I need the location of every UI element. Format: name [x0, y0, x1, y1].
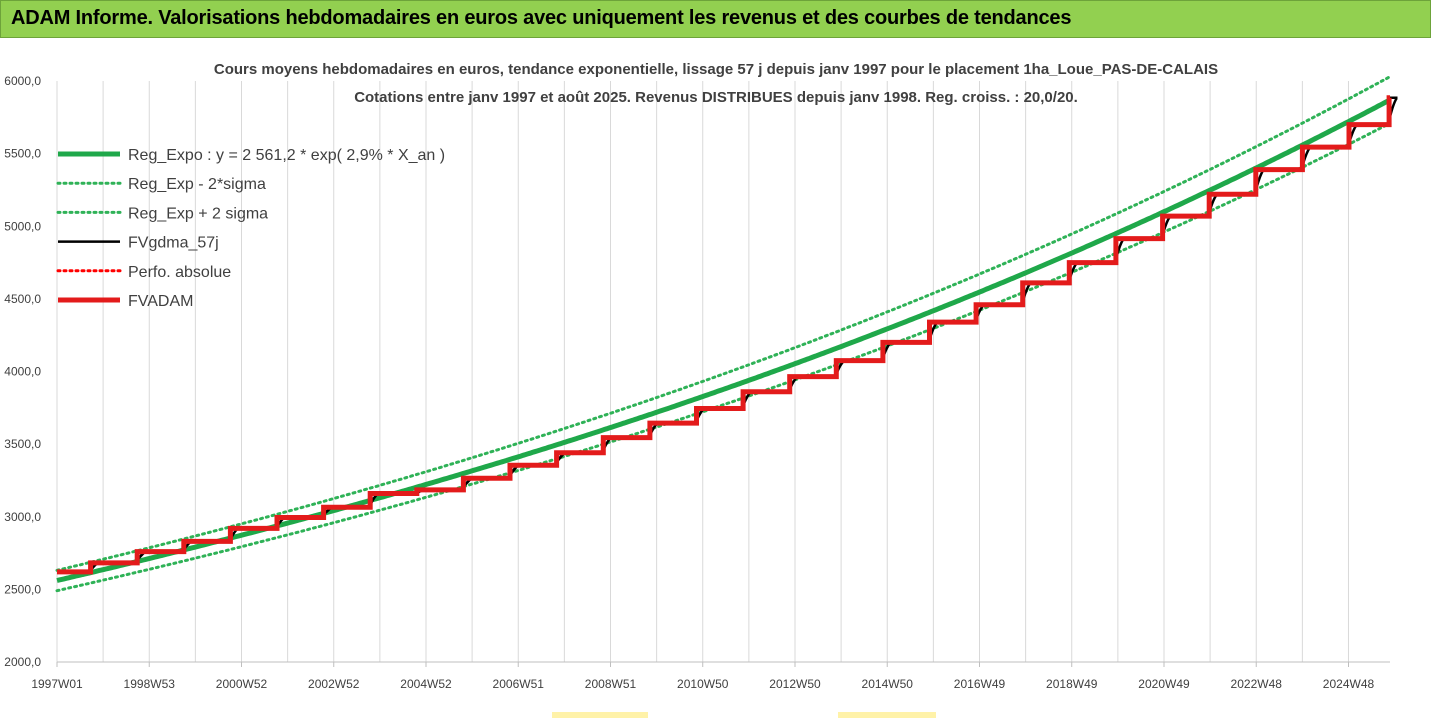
chart-background — [0, 38, 1431, 712]
x-tick-label: 2000W52 — [216, 677, 268, 691]
x-tick-label: 2018W49 — [1046, 677, 1098, 691]
axes: 2000,0 2500,0 3000,0 3500,0 4000,0 4500,0 5000… — [4, 74, 1390, 691]
x-tick-label: 1998W53 — [124, 677, 176, 691]
series-line-sigma — [55, 121, 1392, 593]
legend-entry-label: Reg_Exp - 2*sigma — [128, 176, 266, 193]
x-tick-label: 2020W49 — [1138, 677, 1190, 691]
legend-entry-label: Reg_Expo : y = 2 561,2 * exp( 2,9% * X_a… — [128, 147, 445, 164]
chart-title-line-1: Cours moyens hebdomadaires en euros, ten… — [214, 61, 1218, 78]
x-tick-label: 2014W50 — [862, 677, 914, 691]
y-tick-label: 2000,0 — [4, 655, 41, 669]
series-line-fvadam — [57, 95, 1392, 575]
y-tick-label: 5500,0 — [4, 147, 41, 161]
series-line-sigma — [55, 75, 1392, 572]
series — [55, 75, 1399, 593]
y-tick-label: 3500,0 — [4, 437, 41, 451]
y-tick-label: 4500,0 — [4, 292, 41, 306]
x-tick-label: 1997W01 — [31, 677, 83, 691]
grid — [56, 81, 1349, 662]
y-tick-label: 3000,0 — [4, 510, 41, 524]
valuation-chart: 2000,0 2500,0 3000,0 3500,0 4000,0 4500,0 5000… — [0, 38, 1431, 712]
x-tick-label: 2008W51 — [585, 677, 637, 691]
legend-entry-label: Reg_Exp + 2 sigma — [128, 205, 268, 222]
x-tick-label: 2024W48 — [1323, 677, 1375, 691]
y-tick-label: 6000,0 — [4, 74, 41, 88]
report-banner: ADAM Informe. Valorisations hebdomadaire… — [0, 0, 1431, 38]
y-tick-label: 4000,0 — [4, 365, 41, 379]
report-title: ADAM Informe. Valorisations hebdomadaire… — [11, 7, 1072, 29]
x-tick-label: 2002W52 — [308, 677, 360, 691]
x-tick-label: 2004W52 — [400, 677, 452, 691]
sheet-tab-marker-2 — [838, 712, 936, 718]
chart-title-line-2: Cotations entre janv 1997 et août 2025. … — [354, 89, 1078, 106]
x-tick-label: 2022W48 — [1231, 677, 1283, 691]
legend-entry-label: FVgdma_57j — [128, 235, 219, 252]
legend: Reg_Expo : y = 2 561,2 * exp( 2,9% * X_a… — [56, 147, 445, 310]
x-tick-label: 2016W49 — [954, 677, 1006, 691]
legend-entry-label: Perfo. absolue — [128, 264, 231, 281]
x-tick-label: 2010W50 — [677, 677, 729, 691]
x-tick-label: 2012W50 — [769, 677, 821, 691]
x-tick-label: 2006W51 — [493, 677, 545, 691]
legend-entry-label: FVADAM — [128, 293, 193, 310]
y-tick-label: 2500,0 — [4, 582, 41, 596]
sheet-tab-marker-1 — [552, 712, 648, 718]
y-tick-label: 5000,0 — [4, 219, 41, 233]
